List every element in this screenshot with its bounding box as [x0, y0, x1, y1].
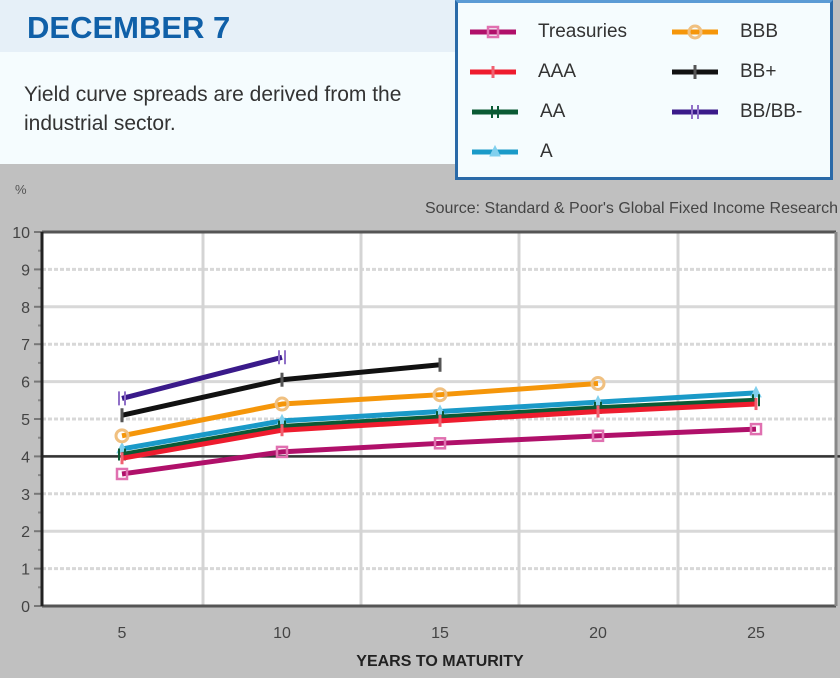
source-note: Source: Standard & Poor's Global Fixed I…	[424, 200, 838, 217]
y-tick-label: 6	[21, 375, 30, 392]
x-tick-label: 5	[118, 625, 127, 642]
x-axis-label: YEARS TO MATURITY	[356, 653, 524, 670]
legend-label: BB+	[740, 61, 777, 82]
legend-item-bb-: BB+	[672, 61, 776, 83]
series-bbb	[114, 375, 606, 444]
header-band	[0, 0, 456, 52]
legend-swatch-icon	[472, 101, 518, 123]
legend-swatch-icon	[470, 21, 516, 43]
legend-swatch-icon	[672, 101, 718, 123]
legend-swatch-icon	[672, 61, 718, 83]
x-tick-label: 20	[589, 625, 607, 642]
y-tick-label: 2	[21, 524, 30, 541]
y-axis-unit: %	[15, 182, 27, 197]
legend-item-treasuries: Treasuries	[470, 21, 627, 43]
y-tick-label: 1	[21, 562, 30, 579]
x-tick-label: 15	[431, 625, 449, 642]
y-tick-label: 5	[21, 412, 30, 429]
y-tick-label: 9	[21, 262, 30, 279]
legend-item-a: A	[472, 141, 553, 163]
legend: Treasuries AAA AA A BBB BB+ BB/BB-	[455, 0, 833, 180]
legend-item-bbb: BBB	[672, 21, 778, 43]
chart-description: Yield curve spreads are derived from the…	[24, 83, 402, 135]
legend-swatch-icon	[672, 21, 718, 43]
legend-label: Treasuries	[538, 21, 628, 42]
y-tick-label: 0	[21, 599, 30, 616]
legend-swatch-icon	[470, 61, 516, 83]
y-tick-label: 3	[21, 487, 30, 504]
series-bb-	[120, 357, 442, 423]
y-tick-label: 10	[12, 225, 30, 242]
legend-item-aaa: AAA	[470, 61, 576, 83]
x-tick-label: 10	[273, 625, 291, 642]
legend-swatch-icon	[472, 141, 518, 163]
y-tick-label: 7	[21, 337, 30, 354]
legend-label: BB/BB-	[740, 101, 803, 122]
series-treasuries	[115, 422, 763, 481]
series-aaa	[120, 398, 758, 465]
y-tick-label: 8	[21, 300, 30, 317]
chart-title: DECEMBER 7	[27, 10, 231, 45]
header-panel: DECEMBER 7 Yield curve spreads are deriv…	[0, 0, 456, 164]
y-tick-label: 4	[21, 449, 30, 466]
legend-label: BBB	[740, 21, 779, 42]
x-tick-label: 25	[747, 625, 765, 642]
legend-label: AA	[540, 101, 566, 122]
legend-item-aa: AA	[472, 101, 565, 123]
legend-item-bb-bb-: BB/BB-	[672, 101, 802, 123]
series-bb-bb-	[118, 350, 286, 406]
legend-label: A	[540, 141, 553, 162]
legend-label: AAA	[538, 61, 577, 82]
